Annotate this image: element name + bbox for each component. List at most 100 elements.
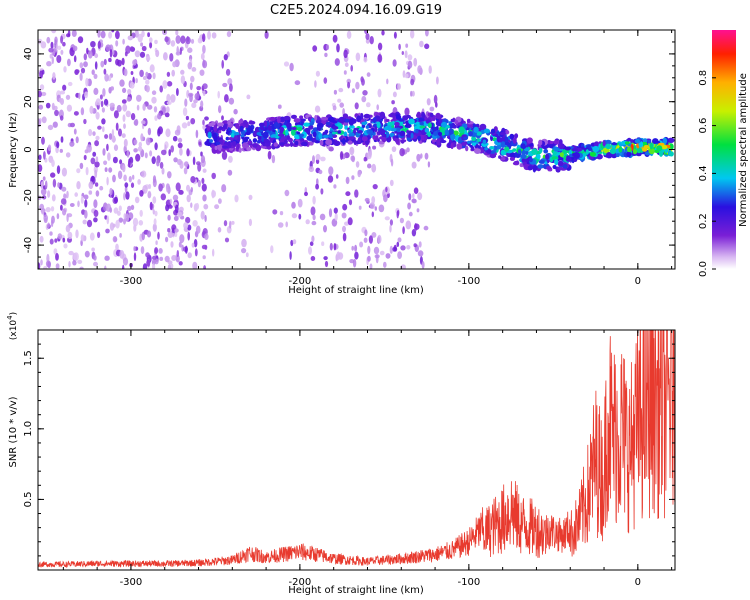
heatmap-cell [484,147,488,151]
heatmap-cell [344,125,348,130]
heatmap-cell [616,153,620,158]
snr-multiplier: (x104) [6,312,19,340]
heatmap-cell [83,53,88,61]
heatmap-cell [93,199,98,209]
heatmap-cell [389,179,394,187]
heatmap-cell [100,30,106,39]
heatmap-cell [309,121,315,126]
heatmap-cell [65,94,71,100]
heatmap-cell [312,155,315,164]
heatmap-cell [383,194,388,203]
heatmap-cell [206,125,211,131]
heatmap-cell [75,69,80,74]
heatmap-cell [371,232,377,238]
heatmap-cell [142,263,148,269]
heatmap-cell [200,151,203,157]
heatmap-cell [273,142,278,147]
heatmap-cell [139,209,143,217]
heatmap-cell [279,142,286,146]
heatmap-cell [342,232,347,242]
heatmap-cell [113,144,119,151]
heatmap-cell [355,81,360,90]
heatmap-cell [231,220,235,225]
heatmap-cell [425,30,429,37]
heatmap-cell [119,233,122,238]
heatmap-cell [423,225,429,231]
heatmap-cell [119,250,125,259]
heatmap-cell [145,79,150,85]
heatmap-cell [165,236,169,243]
heatmap-cell [45,102,51,109]
heatmap-cell [147,190,152,199]
heatmap-cell [90,157,96,165]
heatmap-cell [38,90,42,98]
heatmap-cell [51,56,54,65]
heatmap-cell [341,212,347,219]
heatmap-cell [298,213,302,220]
heatmap-cell [38,164,43,172]
heatmap-cell [122,103,128,112]
heatmap-cell [305,219,310,225]
heatmap-cell [170,145,174,153]
heatmap-cell [297,126,303,132]
heatmap-cell [214,204,220,210]
y-tick-label: 0 [23,146,34,152]
heatmap-cell [93,209,99,217]
heatmap-cell [123,123,126,129]
heatmap-cell [364,229,368,237]
heatmap-cell [41,136,45,145]
heatmap-cell [642,138,648,144]
heatmap-cell [111,49,115,56]
heatmap-cell [204,244,208,250]
heatmap-cell [291,114,297,119]
heatmap-cell [103,68,107,75]
heatmap-cell [125,110,131,118]
heatmap-cell [86,144,92,153]
heatmap-cell [262,131,269,139]
heatmap-cell [333,89,337,95]
heatmap-cell [406,147,410,153]
heatmap-cell [146,259,151,267]
heatmap-cell [166,81,173,87]
heatmap-cell [165,204,170,212]
heatmap-cell [42,176,46,181]
heatmap-cell [80,234,85,242]
heatmap-cell [366,102,371,108]
heatmap-cell [110,86,114,91]
heatmap-cell [149,41,153,49]
heatmap-cell [190,187,193,193]
heatmap-cell [164,112,170,118]
heatmap-cell [585,149,589,155]
heatmap-cell [69,203,75,207]
heatmap-cell [109,48,113,58]
heatmap-cell [475,123,480,128]
heatmap-cell [108,133,113,140]
snr-y-axis: 0.5 1.0 1.5 [23,343,675,557]
heatmap-cell [47,222,50,229]
heatmap-cell [427,131,431,138]
heatmap-cell [122,257,129,266]
heatmap-cell [596,153,603,160]
heatmap-cell [498,155,502,159]
heatmap-cell [256,132,262,136]
heatmap-cell [182,107,188,116]
heatmap-cell [178,189,184,195]
heatmap-cell [165,106,170,113]
heatmap-cell [212,248,215,257]
heatmap-cell [124,51,128,57]
heatmap-cell [319,213,326,221]
heatmap-cell [68,261,71,268]
heatmap-cell [76,168,81,174]
heatmap-cell [124,213,130,222]
heatmap-cell [365,125,370,129]
heatmap-cell [374,126,378,132]
heatmap-cell [389,132,395,138]
heatmap-cell [421,261,425,269]
heatmap-cell [204,214,207,223]
heatmap-cell [66,33,71,38]
heatmap-cell [381,136,387,143]
heatmap-cell [415,128,419,134]
heatmap-cell [154,258,159,265]
heatmap-cell [300,138,305,142]
heatmap-cell [429,106,435,112]
